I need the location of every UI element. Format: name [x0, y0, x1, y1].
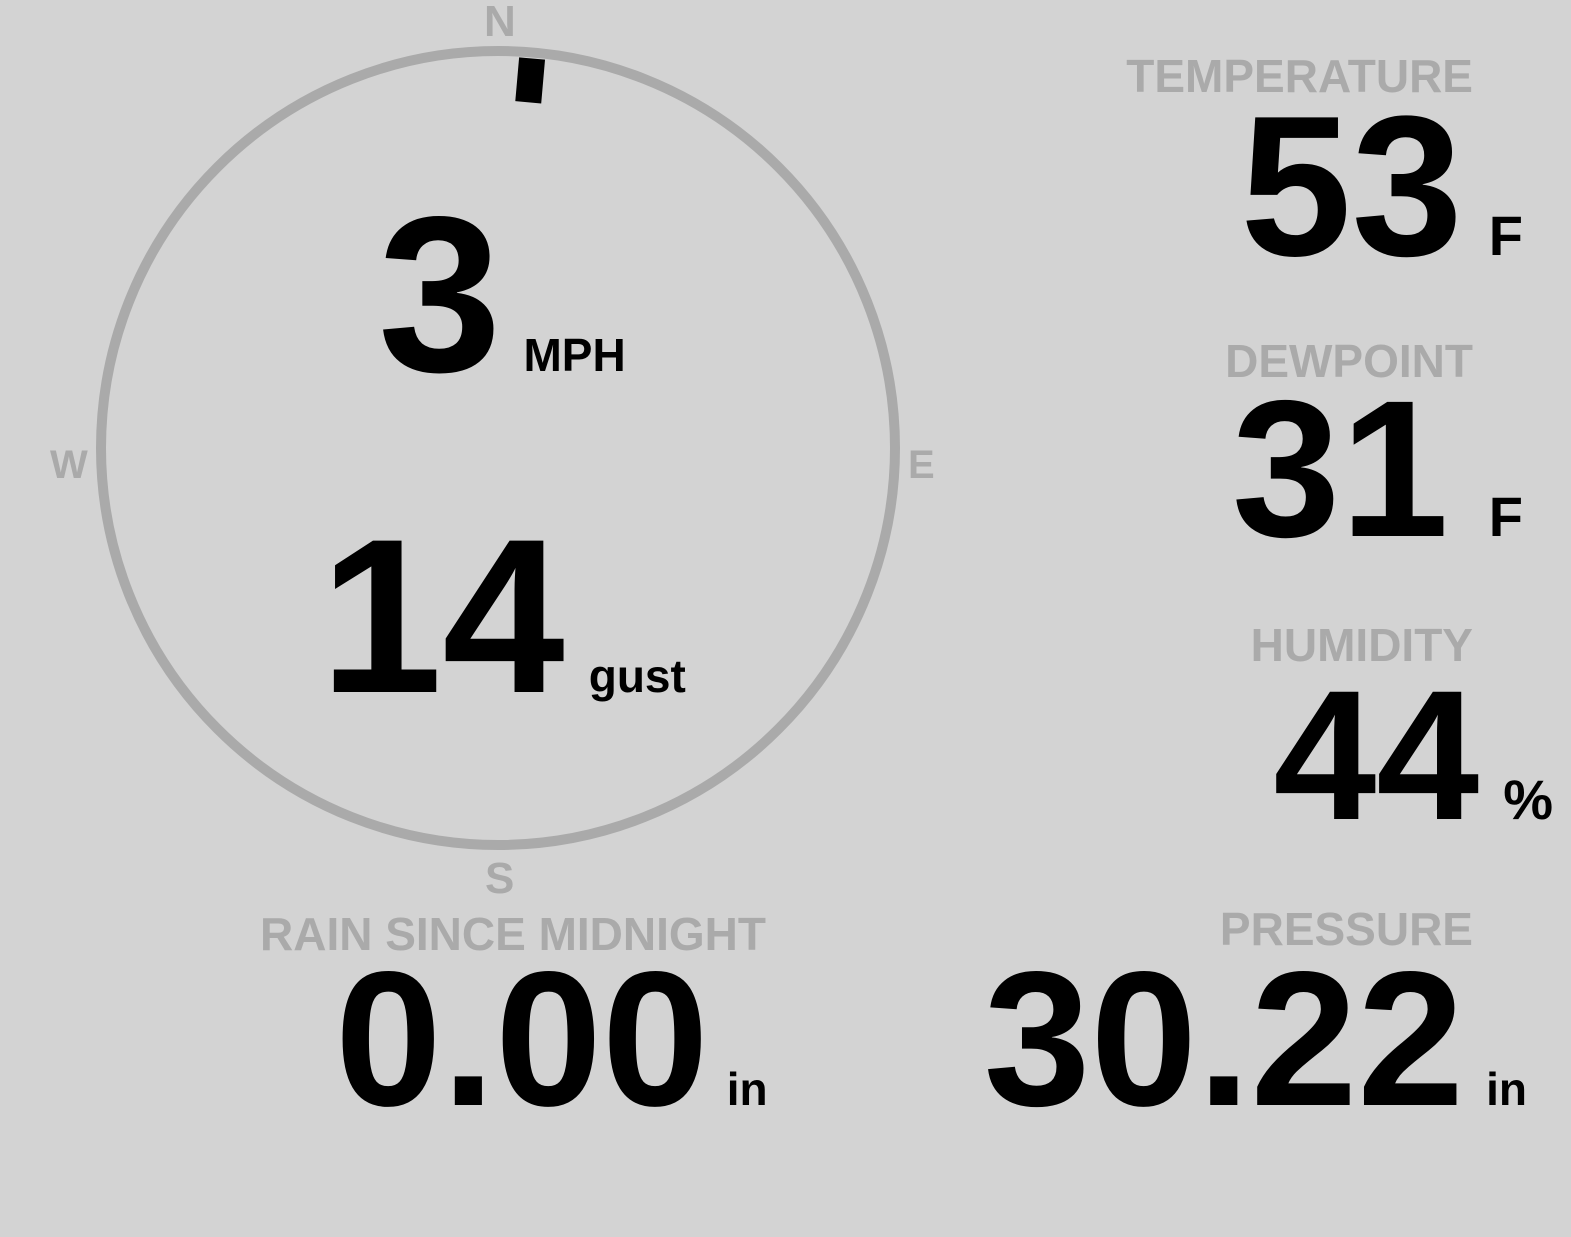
- humidity-label: HUMIDITY: [1250, 619, 1473, 671]
- compass-east-label: E: [908, 443, 935, 487]
- pressure-unit: in: [1486, 1063, 1527, 1115]
- dewpoint-label: DEWPOINT: [1225, 335, 1473, 387]
- dewpoint-reading: 31 F: [1232, 372, 1523, 567]
- humidity-unit: %: [1503, 768, 1553, 831]
- dewpoint-value: 31: [1231, 360, 1449, 578]
- rain-value: 0.00: [335, 931, 709, 1146]
- compass-north-label: N: [484, 0, 516, 46]
- rain-reading: 0.00 in: [335, 943, 768, 1135]
- humidity-reading: 44 %: [1273, 664, 1553, 849]
- temperature-label: TEMPERATURE: [1126, 50, 1473, 102]
- pressure-reading: 30.22 in: [984, 943, 1527, 1135]
- rain-unit: in: [726, 1063, 768, 1115]
- wind-speed-value: 3: [378, 171, 502, 419]
- compass-south-label: S: [485, 854, 515, 903]
- wind-direction-marker: [515, 57, 546, 104]
- wind-speed: 3 MPH: [378, 184, 626, 406]
- wind-gust-value: 14: [320, 493, 565, 739]
- rain-label: RAIN SINCE MIDNIGHT: [260, 908, 766, 960]
- wind-gust: 14 gust: [320, 506, 686, 726]
- temperature-reading: 53 F: [1240, 87, 1523, 287]
- dewpoint-unit: F: [1488, 485, 1523, 548]
- temperature-unit: F: [1488, 204, 1523, 267]
- pressure-value: 30.22: [983, 931, 1465, 1146]
- wind-dial-ring: [96, 46, 900, 850]
- temperature-value: 53: [1240, 75, 1463, 298]
- wind-gust-unit: gust: [588, 650, 686, 702]
- compass-west-label: W: [50, 443, 88, 487]
- pressure-label: PRESSURE: [1219, 903, 1473, 955]
- wind-speed-unit: MPH: [523, 329, 626, 381]
- humidity-value: 44: [1273, 653, 1480, 859]
